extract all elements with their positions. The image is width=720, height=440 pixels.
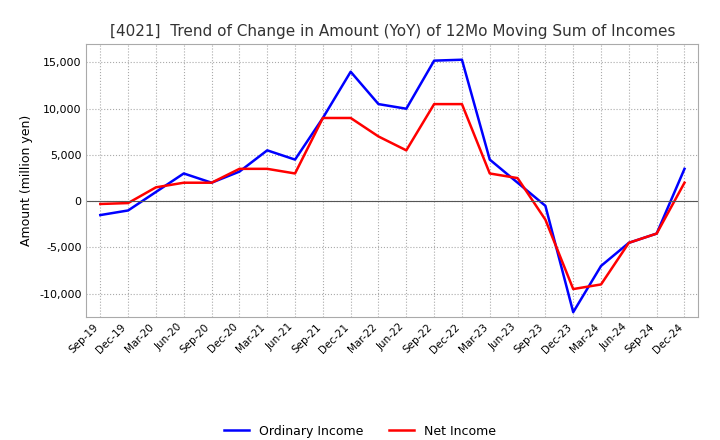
Ordinary Income [152,189,161,194]
Ordinary Income [652,231,661,236]
Net Income [291,171,300,176]
Ordinary Income [346,69,355,74]
Ordinary Income [624,240,633,246]
Ordinary Income [318,115,327,121]
Net Income [513,176,522,181]
Legend: Ordinary Income, Net Income: Ordinary Income, Net Income [220,420,500,440]
Ordinary Income [96,213,104,218]
Line: Net Income: Net Income [100,104,685,289]
Ordinary Income [207,180,216,185]
Ordinary Income [179,171,188,176]
Ordinary Income [458,57,467,62]
Ordinary Income [569,309,577,315]
Net Income [569,286,577,292]
Ordinary Income [541,203,550,209]
Net Income [597,282,606,287]
Net Income [680,180,689,185]
Net Income [179,180,188,185]
Ordinary Income [235,169,243,174]
Net Income [124,200,132,205]
Net Income [374,134,383,139]
Title: [4021]  Trend of Change in Amount (YoY) of 12Mo Moving Sum of Incomes: [4021] Trend of Change in Amount (YoY) o… [109,24,675,39]
Ordinary Income [124,208,132,213]
Net Income [263,166,271,172]
Ordinary Income [513,180,522,185]
Ordinary Income [263,148,271,153]
Ordinary Income [485,157,494,162]
Line: Ordinary Income: Ordinary Income [100,60,685,312]
Net Income [318,115,327,121]
Net Income [624,240,633,246]
Net Income [235,166,243,172]
Net Income [541,217,550,222]
Net Income [485,171,494,176]
Ordinary Income [291,157,300,162]
Net Income [402,148,410,153]
Ordinary Income [680,166,689,172]
Ordinary Income [430,58,438,63]
Ordinary Income [597,263,606,268]
Y-axis label: Amount (million yen): Amount (million yen) [20,115,34,246]
Net Income [152,185,161,190]
Net Income [346,115,355,121]
Net Income [96,202,104,207]
Net Income [207,180,216,185]
Net Income [430,102,438,107]
Net Income [458,102,467,107]
Ordinary Income [374,102,383,107]
Ordinary Income [402,106,410,111]
Net Income [652,231,661,236]
